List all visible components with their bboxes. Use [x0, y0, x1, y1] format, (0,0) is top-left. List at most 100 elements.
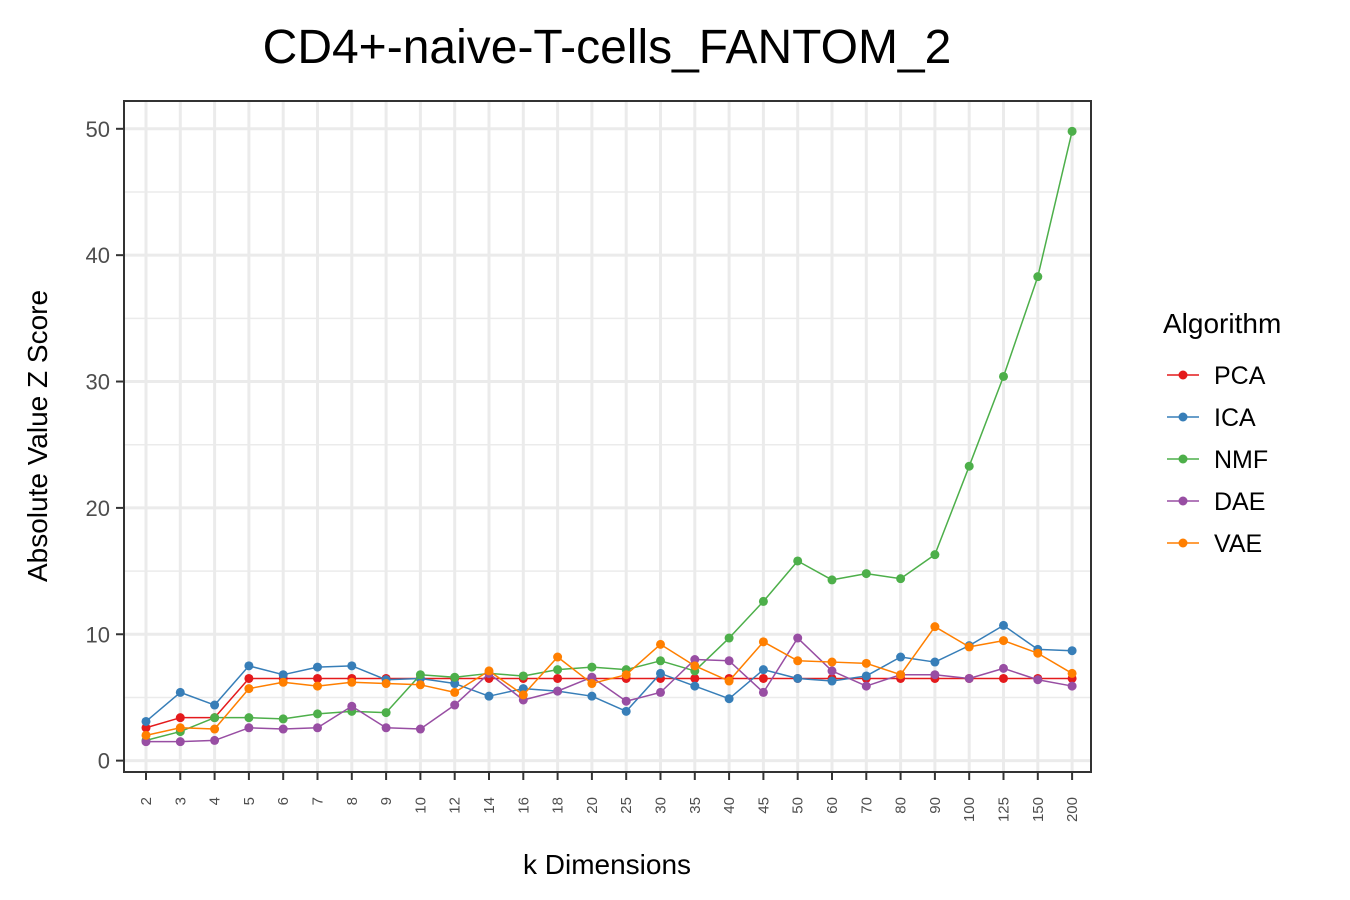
legend-label: ICA	[1214, 404, 1256, 432]
data-point-vae	[484, 666, 494, 676]
y-tick-label: 0	[98, 749, 110, 774]
data-point-vae	[210, 724, 220, 734]
data-point-vae	[793, 656, 803, 666]
x-tick-label: 5	[241, 797, 258, 805]
legend-title: Algorithm	[1163, 308, 1281, 339]
legend-key-point	[1178, 496, 1188, 506]
data-point-dae	[793, 633, 803, 643]
x-tick-label: 18	[550, 797, 567, 814]
data-point-ica	[621, 706, 631, 716]
data-point-dae	[381, 723, 391, 733]
data-point-nmf	[793, 556, 803, 566]
data-point-nmf	[278, 714, 288, 724]
data-point-nmf	[381, 708, 391, 718]
y-tick-label: 20	[86, 496, 110, 521]
data-point-dae	[656, 687, 665, 697]
data-point-vae	[381, 679, 391, 689]
data-point-pca	[244, 673, 254, 683]
data-point-vae	[141, 730, 151, 740]
x-tick-label: 90	[927, 797, 944, 814]
data-point-dae	[553, 686, 563, 696]
legend-key-point	[1178, 538, 1188, 548]
x-tick-label: 8	[344, 797, 361, 805]
data-point-dae	[1033, 675, 1043, 685]
x-tick-label: 30	[653, 797, 670, 814]
series-layer	[141, 126, 1077, 747]
data-point-ica	[278, 670, 288, 680]
data-point-vae	[1067, 668, 1077, 678]
data-point-ica	[313, 662, 322, 672]
x-tick-label: 25	[618, 797, 635, 814]
data-point-vae	[999, 636, 1008, 646]
data-point-ica	[210, 700, 220, 710]
data-point-ica	[1067, 646, 1077, 656]
data-point-ica	[347, 661, 357, 671]
data-point-dae	[587, 672, 597, 682]
data-point-dae	[724, 656, 734, 666]
data-point-ica	[690, 681, 700, 691]
data-point-pca	[999, 673, 1008, 683]
legend-label: VAE	[1214, 530, 1262, 558]
data-point-vae	[1033, 648, 1043, 658]
y-tick-label: 50	[86, 117, 110, 142]
data-point-dae	[827, 666, 837, 676]
data-point-nmf	[1033, 272, 1043, 282]
grid	[124, 101, 1091, 772]
data-point-ica	[518, 684, 528, 694]
y-tick-label: 10	[86, 622, 110, 647]
data-point-vae	[313, 681, 322, 691]
x-axis-title: k Dimensions	[523, 849, 691, 880]
data-point-ica	[999, 620, 1008, 630]
data-point-nmf	[656, 656, 665, 666]
legend-label: NMF	[1214, 446, 1268, 474]
data-point-vae	[861, 658, 871, 668]
data-point-ica	[244, 661, 254, 671]
data-point-vae	[621, 670, 631, 680]
data-point-dae	[450, 700, 460, 710]
x-tick-label: 16	[515, 797, 532, 814]
data-point-pca	[141, 723, 151, 733]
legend: Algorithm PCA ICA NMF DAE VAE	[1163, 308, 1281, 558]
x-tick-label: 40	[721, 797, 738, 814]
data-point-nmf	[896, 574, 906, 584]
data-point-nmf	[758, 596, 768, 606]
data-point-dae	[244, 723, 254, 733]
data-point-dae	[964, 673, 974, 683]
x-tick-label: 7	[310, 797, 327, 805]
data-point-ica	[861, 671, 871, 681]
data-point-dae	[1067, 681, 1077, 691]
x-tick-label: 6	[275, 797, 292, 805]
legend-label: PCA	[1214, 362, 1266, 390]
data-point-ica	[175, 687, 185, 697]
data-point-vae	[450, 687, 460, 697]
data-point-nmf	[210, 713, 220, 723]
legend-item-ica: ICA	[1167, 404, 1256, 432]
y-axis-title: Absolute Value Z Score	[22, 290, 53, 582]
series-line-vae	[145, 625, 1073, 737]
x-tick-label: 10	[412, 797, 429, 814]
data-point-vae	[175, 723, 185, 733]
data-point-nmf	[415, 670, 425, 680]
x-tick-label: 14	[481, 797, 498, 814]
data-point-nmf	[827, 575, 837, 585]
y-tick-label: 30	[86, 370, 110, 395]
x-tick-label: 35	[687, 797, 704, 814]
legend-key-point	[1178, 454, 1188, 464]
y-axis: 0 10 20 30 40 50	[86, 117, 124, 774]
data-point-ica	[758, 665, 768, 675]
data-point-ica	[141, 716, 151, 726]
data-point-pca	[175, 713, 185, 723]
data-point-ica	[930, 657, 940, 667]
x-tick-label: 45	[755, 797, 772, 814]
data-point-dae	[415, 724, 425, 734]
legend-item-dae: DAE	[1167, 488, 1265, 516]
data-point-dae	[175, 737, 185, 747]
data-point-vae	[347, 677, 357, 687]
data-point-vae	[690, 661, 700, 671]
x-tick-label: 70	[858, 797, 875, 814]
x-tick-label: 20	[584, 797, 601, 814]
x-tick-label: 9	[378, 797, 395, 805]
data-point-dae	[210, 735, 220, 745]
chart-title: CD4+-naive-T-cells_FANTOM_2	[263, 21, 952, 74]
